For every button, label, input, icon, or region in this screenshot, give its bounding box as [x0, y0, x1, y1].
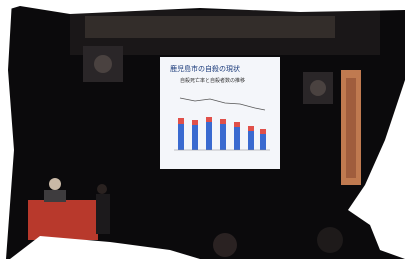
emblem	[94, 55, 112, 73]
vertical-banner-text	[346, 78, 356, 178]
slide-bar	[206, 121, 212, 150]
slide-bar	[206, 117, 212, 122]
page: 鹿児島市の自殺の現状 自殺死亡率と自殺者数の推移 (() => { const …	[0, 0, 405, 259]
slide-bar	[260, 133, 266, 150]
slide-title: 鹿児島市の自殺の現状	[170, 64, 240, 73]
slide-bar	[248, 126, 254, 131]
audience	[317, 227, 343, 253]
slide-bar	[178, 118, 184, 124]
emblem	[310, 80, 326, 96]
slide-subtitle: 自殺死亡率と自殺者数の推移	[180, 77, 245, 84]
audience	[213, 233, 237, 257]
interpreter-body	[96, 194, 110, 234]
speaker-body	[44, 190, 66, 202]
screen	[160, 57, 280, 169]
slide-bar	[192, 120, 198, 125]
slide-bar	[220, 119, 226, 124]
photo: 鹿児島市の自殺の現状 自殺死亡率と自殺者数の推移	[0, 0, 405, 259]
slide-bar	[234, 122, 240, 127]
slide-bar	[178, 122, 184, 150]
slide-bar	[192, 124, 198, 150]
slide-bar	[260, 129, 266, 134]
interpreter-head	[97, 184, 107, 194]
banner	[85, 16, 335, 38]
slide-bar	[248, 130, 254, 150]
slide-bar	[220, 123, 226, 150]
slide-bar	[234, 126, 240, 150]
speaker-head	[49, 178, 61, 190]
podium	[28, 200, 98, 240]
